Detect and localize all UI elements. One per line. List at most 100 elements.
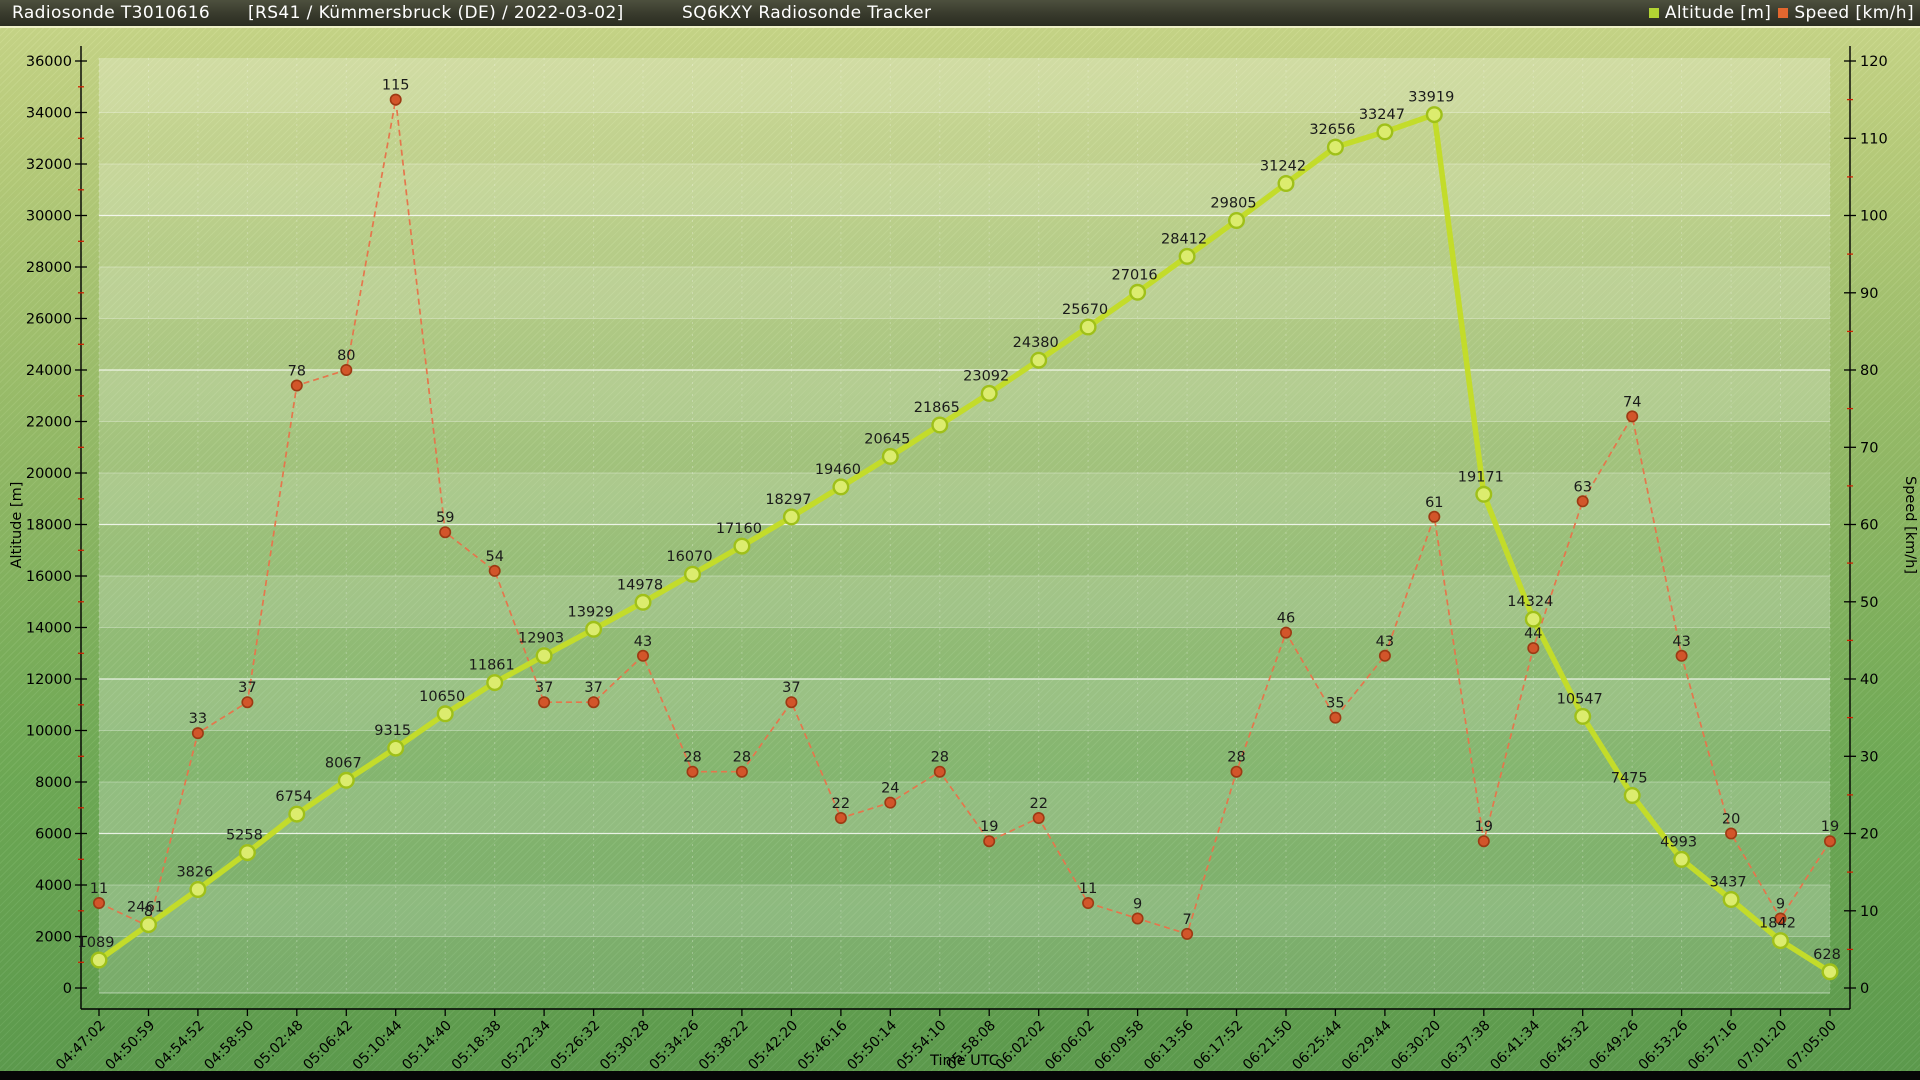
speed-point	[93, 896, 106, 909]
speed-point-label: 43	[1672, 634, 1690, 650]
x-axis-tick-label: 05:14:40	[399, 1018, 455, 1074]
x-axis-tick-label: 06:06:02	[1042, 1018, 1098, 1074]
altitude-point	[1425, 106, 1443, 124]
flight-info: [RS41 / Kümmersbruck (DE) / 2022-03-02]	[248, 3, 624, 23]
altitude-point	[436, 705, 454, 723]
speed-point	[241, 696, 254, 709]
left-axis-tick-label: 14000	[26, 621, 72, 637]
altitude-point-label: 2461	[127, 900, 164, 916]
x-axis-tick-label: 04:58:50	[201, 1018, 257, 1074]
speed-point-label: 28	[1227, 750, 1245, 766]
altitude-point-label: 33919	[1408, 90, 1454, 106]
altitude-point	[90, 951, 108, 969]
x-axis-tick-label: 06:09:58	[1092, 1018, 1148, 1074]
speed-point	[587, 696, 600, 709]
altitude-point-label: 31242	[1260, 159, 1306, 175]
speed-point	[1082, 896, 1095, 909]
speed-point	[1378, 649, 1391, 662]
speed-point	[884, 796, 897, 809]
x-axis-tick-label: 07:01:20	[1735, 1018, 1791, 1074]
altitude-point-label: 33247	[1359, 107, 1405, 123]
altitude-point	[189, 881, 207, 899]
right-axis-tick-label: 30	[1860, 749, 1878, 765]
speed-point-label: 11	[90, 881, 108, 897]
speed-point-label: 11	[1079, 881, 1097, 897]
speed-point-label: 37	[584, 680, 602, 696]
speed-point	[1626, 410, 1639, 423]
altitude-point-label: 10650	[419, 689, 465, 705]
altitude-point-label: 5258	[226, 828, 263, 844]
x-axis-tick-label: 06:57:16	[1685, 1017, 1741, 1073]
speed-point-label: 43	[1376, 634, 1394, 650]
speed-point	[1230, 765, 1243, 778]
x-axis-tick-label: 06:17:52	[1191, 1018, 1247, 1074]
speed-point-label: 22	[832, 796, 850, 812]
speed-point-label: 115	[382, 78, 410, 94]
left-axis-tick-label: 30000	[26, 209, 72, 225]
altitude-point	[1030, 351, 1048, 369]
altitude-point	[1771, 932, 1789, 950]
altitude-point-label: 19171	[1458, 469, 1504, 485]
x-axis-tick-label: 05:06:42	[300, 1018, 356, 1074]
x-axis-tick-label: 05:26:32	[548, 1018, 604, 1074]
x-axis-tick-label: 05:10:44	[350, 1017, 406, 1073]
speed-point-label: 37	[238, 680, 256, 696]
altitude-point-label: 11861	[469, 658, 515, 674]
altitude-point	[387, 739, 405, 757]
altitude-legend-label: Altitude [m]	[1664, 3, 1772, 23]
right-axis-tick-label: 0	[1860, 981, 1869, 997]
altitude-point	[337, 771, 355, 789]
altitude-point	[782, 508, 800, 526]
speed-point-label: 54	[485, 549, 503, 565]
point-labels: 11 8 33 37 78 80 115 59 54 37 37 43 28 28 37 22 24 28 19 22…	[78, 78, 1841, 963]
x-axis-tick-label: 04:50:59	[103, 1018, 159, 1074]
speed-point-label: 8	[144, 904, 153, 920]
altitude-point	[1079, 318, 1097, 336]
speed-point	[1428, 510, 1441, 523]
speed-point	[636, 649, 649, 662]
speed-point-label: 28	[733, 750, 751, 766]
x-axis-tick-label: 06:41:34	[1487, 1017, 1543, 1073]
right-axis-title: Speed [km/h]	[1902, 476, 1918, 574]
left-axis-tick-label: 10000	[26, 724, 72, 740]
right-axis-tick-label: 50	[1860, 595, 1878, 611]
x-axis-tick-label: 04:54:52	[152, 1018, 208, 1074]
speed-point-label: 46	[1277, 611, 1295, 627]
right-axis-tick-label: 20	[1860, 827, 1878, 843]
right-axis-tick-label: 10	[1860, 904, 1878, 920]
x-axis-tick-label: 06:37:38	[1438, 1018, 1494, 1074]
speed-point-label: 33	[189, 711, 207, 727]
speed-point-label: 35	[1326, 696, 1344, 712]
altitude-point-label: 28412	[1161, 231, 1207, 247]
speed-point	[1675, 649, 1688, 662]
left-axis-tick-label: 6000	[35, 827, 72, 843]
speed-point-label: 37	[535, 680, 553, 696]
speed-point-label: 28	[683, 750, 701, 766]
altitude-point	[288, 805, 306, 823]
left-axis-tick-label: 12000	[26, 672, 72, 688]
altitude-point	[1277, 174, 1295, 192]
x-axis-tick-label: 05:50:14	[844, 1017, 900, 1073]
altitude-point-label: 17160	[716, 521, 762, 537]
altitude-point	[684, 565, 702, 583]
altitude-point-label: 3826	[176, 865, 213, 881]
altitude-point-label: 7475	[1611, 771, 1648, 787]
altitude-point	[1673, 850, 1691, 868]
speed-point	[1576, 495, 1589, 508]
plot-area	[99, 58, 1830, 993]
altitude-point	[139, 916, 157, 934]
speed-point	[290, 379, 303, 392]
altitude-point-label: 10547	[1557, 691, 1603, 707]
x-axis-tick-label: 06:29:44	[1339, 1017, 1395, 1073]
right-axis-tick-label: 80	[1860, 363, 1878, 379]
right-axis-tick-label: 120	[1860, 54, 1888, 70]
altitude-legend-swatch	[1648, 8, 1659, 18]
x-axis-tick-label: 06:45:32	[1537, 1018, 1593, 1074]
x-axis-tick-label: 06:25:44	[1289, 1017, 1345, 1073]
x-axis-tick-label: 06:21:50	[1240, 1018, 1296, 1074]
speed-point	[1181, 927, 1194, 940]
speed-point	[538, 696, 551, 709]
left-axis-tick-label: 22000	[26, 415, 72, 431]
speed-point-label: 7	[1182, 912, 1191, 928]
